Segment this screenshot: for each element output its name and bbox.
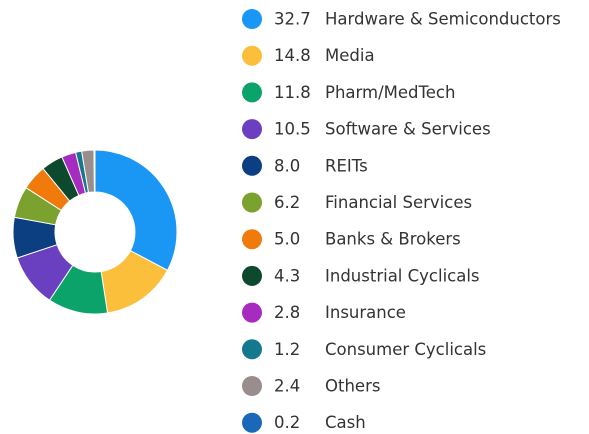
legend-swatch bbox=[242, 119, 262, 140]
legend-label: REITs bbox=[325, 156, 368, 175]
legend-swatch bbox=[242, 302, 262, 323]
legend-swatch bbox=[242, 412, 262, 433]
donut-segment bbox=[93, 149, 96, 193]
legend-label: Industrial Cyclicals bbox=[325, 266, 480, 285]
legend-swatch bbox=[242, 265, 262, 286]
legend-swatch bbox=[242, 229, 262, 250]
legend-label: Others bbox=[325, 377, 380, 396]
legend-label: Pharm/MedTech bbox=[325, 83, 455, 102]
legend-swatch bbox=[242, 155, 262, 176]
legend-swatch bbox=[242, 339, 262, 360]
legend-label: Consumer Cyclicals bbox=[325, 340, 486, 359]
legend-label: Cash bbox=[325, 413, 366, 432]
legend-value: 14.8 bbox=[274, 46, 311, 65]
legend-swatch bbox=[242, 376, 262, 396]
legend-value: 1.2 bbox=[274, 340, 300, 359]
legend-value: 2.4 bbox=[274, 377, 300, 396]
legend-value: 5.0 bbox=[274, 230, 300, 249]
legend-swatch bbox=[242, 192, 262, 213]
donut-segment bbox=[94, 149, 178, 271]
legend-label: Insurance bbox=[325, 303, 406, 322]
legend-value: 11.8 bbox=[274, 83, 311, 102]
legend-label: Financial Services bbox=[325, 193, 472, 212]
legend-value: 10.5 bbox=[274, 120, 311, 139]
legend-label: Media bbox=[325, 46, 375, 65]
legend-value: 8.0 bbox=[274, 156, 300, 175]
legend-swatch bbox=[242, 9, 262, 29]
legend-value: 6.2 bbox=[274, 193, 300, 212]
legend-value: 32.7 bbox=[274, 10, 311, 29]
legend-label: Banks & Brokers bbox=[325, 230, 461, 249]
legend-value: 2.8 bbox=[274, 303, 300, 322]
legend-swatch bbox=[242, 45, 262, 66]
legend-label: Hardware & Semiconductors bbox=[325, 10, 561, 29]
legend-value: 0.2 bbox=[274, 413, 300, 432]
legend-label: Software & Services bbox=[325, 120, 491, 139]
legend-value: 4.3 bbox=[274, 266, 300, 285]
legend-swatch bbox=[242, 82, 262, 103]
